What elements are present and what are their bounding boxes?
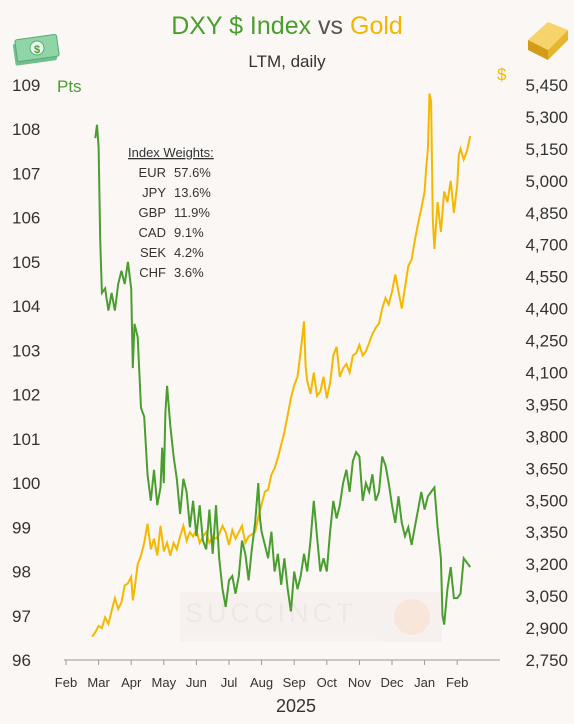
x-tick-label: Dec — [380, 675, 404, 690]
weight-currency: GBP — [139, 205, 166, 220]
x-tick-label: Sep — [283, 675, 306, 690]
x-tick-label: Feb — [55, 675, 77, 690]
left-tick-label: 104 — [12, 297, 40, 316]
title-dxy: DXY $ Index — [171, 12, 312, 40]
x-tick-label: Apr — [121, 675, 142, 690]
weight-currency: CHF — [139, 265, 166, 280]
left-tick-label: 107 — [12, 164, 40, 183]
right-tick-label: 4,700 — [525, 236, 568, 255]
right-tick-label: 4,100 — [525, 364, 568, 383]
weight-currency: EUR — [139, 165, 166, 180]
title-vs: vs — [318, 12, 344, 40]
left-tick-label: 98 — [12, 563, 31, 582]
left-tick-label: 102 — [12, 386, 40, 405]
left-tick-label: 106 — [12, 209, 40, 228]
left-tick-label: 105 — [12, 253, 40, 272]
right-tick-label: 3,650 — [525, 459, 568, 478]
left-tick-label: 108 — [12, 120, 40, 139]
left-tick-label: 97 — [12, 607, 31, 626]
right-tick-label: 4,250 — [525, 332, 568, 351]
x-tick-label: Oct — [317, 675, 338, 690]
chart-title: DXY $ Index vs Gold — [0, 12, 574, 41]
left-tick-label: 100 — [12, 474, 40, 493]
right-tick-label: 2,750 — [525, 651, 568, 670]
dxy-series-line — [94, 124, 472, 625]
right-tick-label: 3,800 — [525, 427, 568, 446]
x-tick-label: Feb — [446, 675, 468, 690]
weight-percent: 4.2% — [174, 245, 204, 260]
right-tick-label: 3,050 — [525, 587, 568, 606]
x-axis-label: 2025 — [276, 696, 316, 716]
x-tick-label: May — [152, 675, 177, 690]
x-tick-label: Nov — [348, 675, 372, 690]
right-tick-label: 3,200 — [525, 555, 568, 574]
gold-series-line — [91, 93, 472, 638]
weight-currency: SEK — [140, 245, 166, 260]
left-tick-label: 99 — [12, 518, 31, 537]
weight-percent: 9.1% — [174, 225, 204, 240]
svg-text:$: $ — [34, 44, 40, 56]
weight-currency: JPY — [142, 185, 166, 200]
right-tick-label: 4,850 — [525, 204, 568, 223]
left-tick-label: 109 — [12, 76, 40, 95]
dollar-bills-icon: $ — [12, 33, 60, 66]
weight-currency: CAD — [139, 225, 166, 240]
right-tick-label: 5,150 — [525, 140, 568, 159]
chart-subtitle: LTM, daily — [248, 52, 326, 71]
title-gold: Gold — [350, 12, 403, 40]
left-axis: 109 108 107 106 105 104 103 102 101 100 99 98 97 96 — [12, 76, 40, 670]
x-tick-label: Mar — [87, 675, 110, 690]
weight-percent: 13.6% — [174, 185, 211, 200]
x-tick-label: Jul — [221, 675, 238, 690]
watermark-text: SUCCINCT — [185, 598, 357, 628]
gold-bar-icon — [528, 22, 568, 60]
right-tick-label: 2,900 — [525, 619, 568, 638]
right-axis: 5,450 5,300 5,150 5,000 4,850 4,700 4,550 4,400… — [525, 76, 568, 670]
right-tick-label: 3,500 — [525, 491, 568, 510]
right-tick-label: 5,300 — [525, 108, 568, 127]
right-axis-unit: $ — [497, 65, 507, 84]
left-tick-label: 96 — [12, 651, 31, 670]
watermark: SUCCINCT — [180, 592, 442, 642]
weight-percent: 57.6% — [174, 165, 211, 180]
right-tick-label: 5,000 — [525, 172, 568, 191]
left-axis-unit: Pts — [57, 77, 82, 96]
weights-heading: Index Weights: — [128, 145, 214, 160]
right-tick-label: 5,450 — [525, 76, 568, 95]
x-tick-label: Aug — [250, 675, 273, 690]
weight-percent: 11.9% — [174, 205, 210, 220]
right-tick-label: 4,400 — [525, 300, 568, 319]
left-tick-label: 103 — [12, 341, 40, 360]
index-weights: Index Weights: EUR 57.6% JPY 13.6% GBP 11.9% C… — [128, 145, 214, 280]
x-tick-label: Jun — [186, 675, 207, 690]
weight-percent: 3.6% — [174, 265, 204, 280]
x-axis: Feb Mar Apr May Jun Jul Aug Sep Oct Nov Dec Jan Feb — [55, 660, 468, 690]
right-tick-label: 3,950 — [525, 395, 568, 414]
right-tick-label: 4,550 — [525, 268, 568, 287]
x-tick-label: Jan — [414, 675, 435, 690]
right-tick-label: 3,350 — [525, 523, 568, 542]
left-tick-label: 101 — [12, 430, 40, 449]
